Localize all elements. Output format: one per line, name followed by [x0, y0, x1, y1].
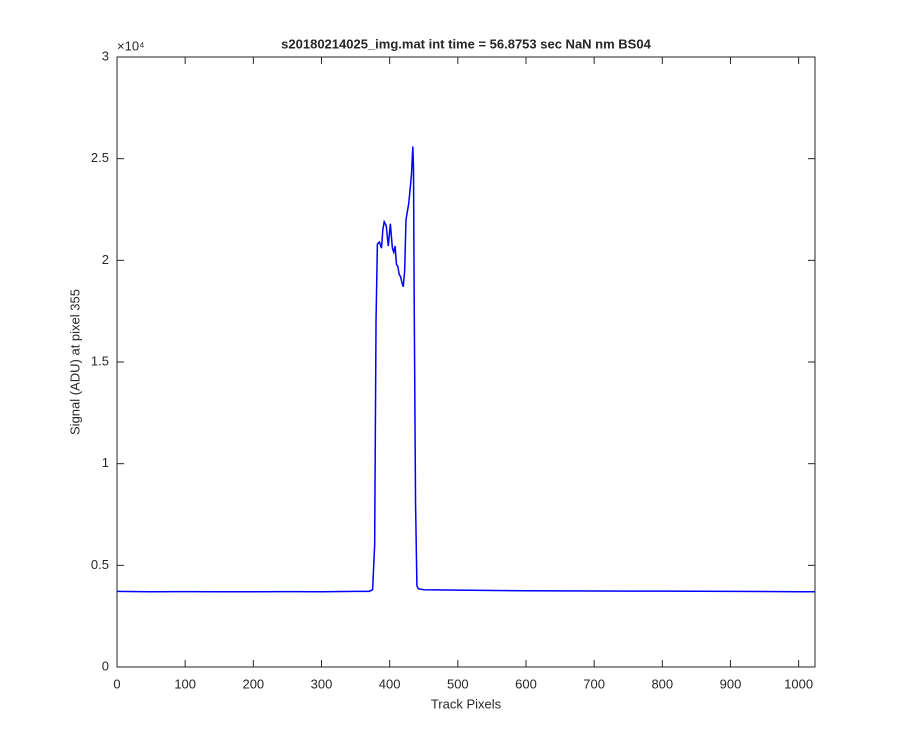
x-tick-label: 600: [515, 676, 537, 691]
y-tick-label: 0: [102, 658, 109, 673]
x-tick-label: 400: [379, 676, 401, 691]
x-tick-label: 900: [720, 676, 742, 691]
y-tick-label: 3: [102, 48, 109, 63]
data-line: [116, 146, 815, 593]
x-tick-label: 0: [113, 676, 120, 691]
x-tick-label: 100: [174, 676, 196, 691]
x-tick-label: 800: [651, 676, 673, 691]
y-tick-label: 2.5: [91, 150, 109, 165]
x-tick-label: 500: [447, 676, 469, 691]
y-tick-label: 1: [102, 455, 109, 470]
x-tick-label: 200: [242, 676, 264, 691]
y-tick-label: 0.5: [91, 557, 109, 572]
x-tick-label: 1000: [784, 676, 813, 691]
y-axis-label: Signal (ADU) at pixel 355: [67, 289, 82, 435]
y-tick-label: 1.5: [91, 353, 109, 368]
chart-title: s20180214025_img.mat int time = 56.8753 …: [281, 36, 651, 51]
x-axis-label: Track Pixels: [431, 696, 502, 711]
y-exponent-label: ×10⁴: [117, 38, 145, 53]
y-tick-label: 2: [102, 252, 109, 267]
x-tick-label: 700: [583, 676, 605, 691]
plot-frame: [116, 56, 816, 668]
x-tick-label: 300: [311, 676, 333, 691]
